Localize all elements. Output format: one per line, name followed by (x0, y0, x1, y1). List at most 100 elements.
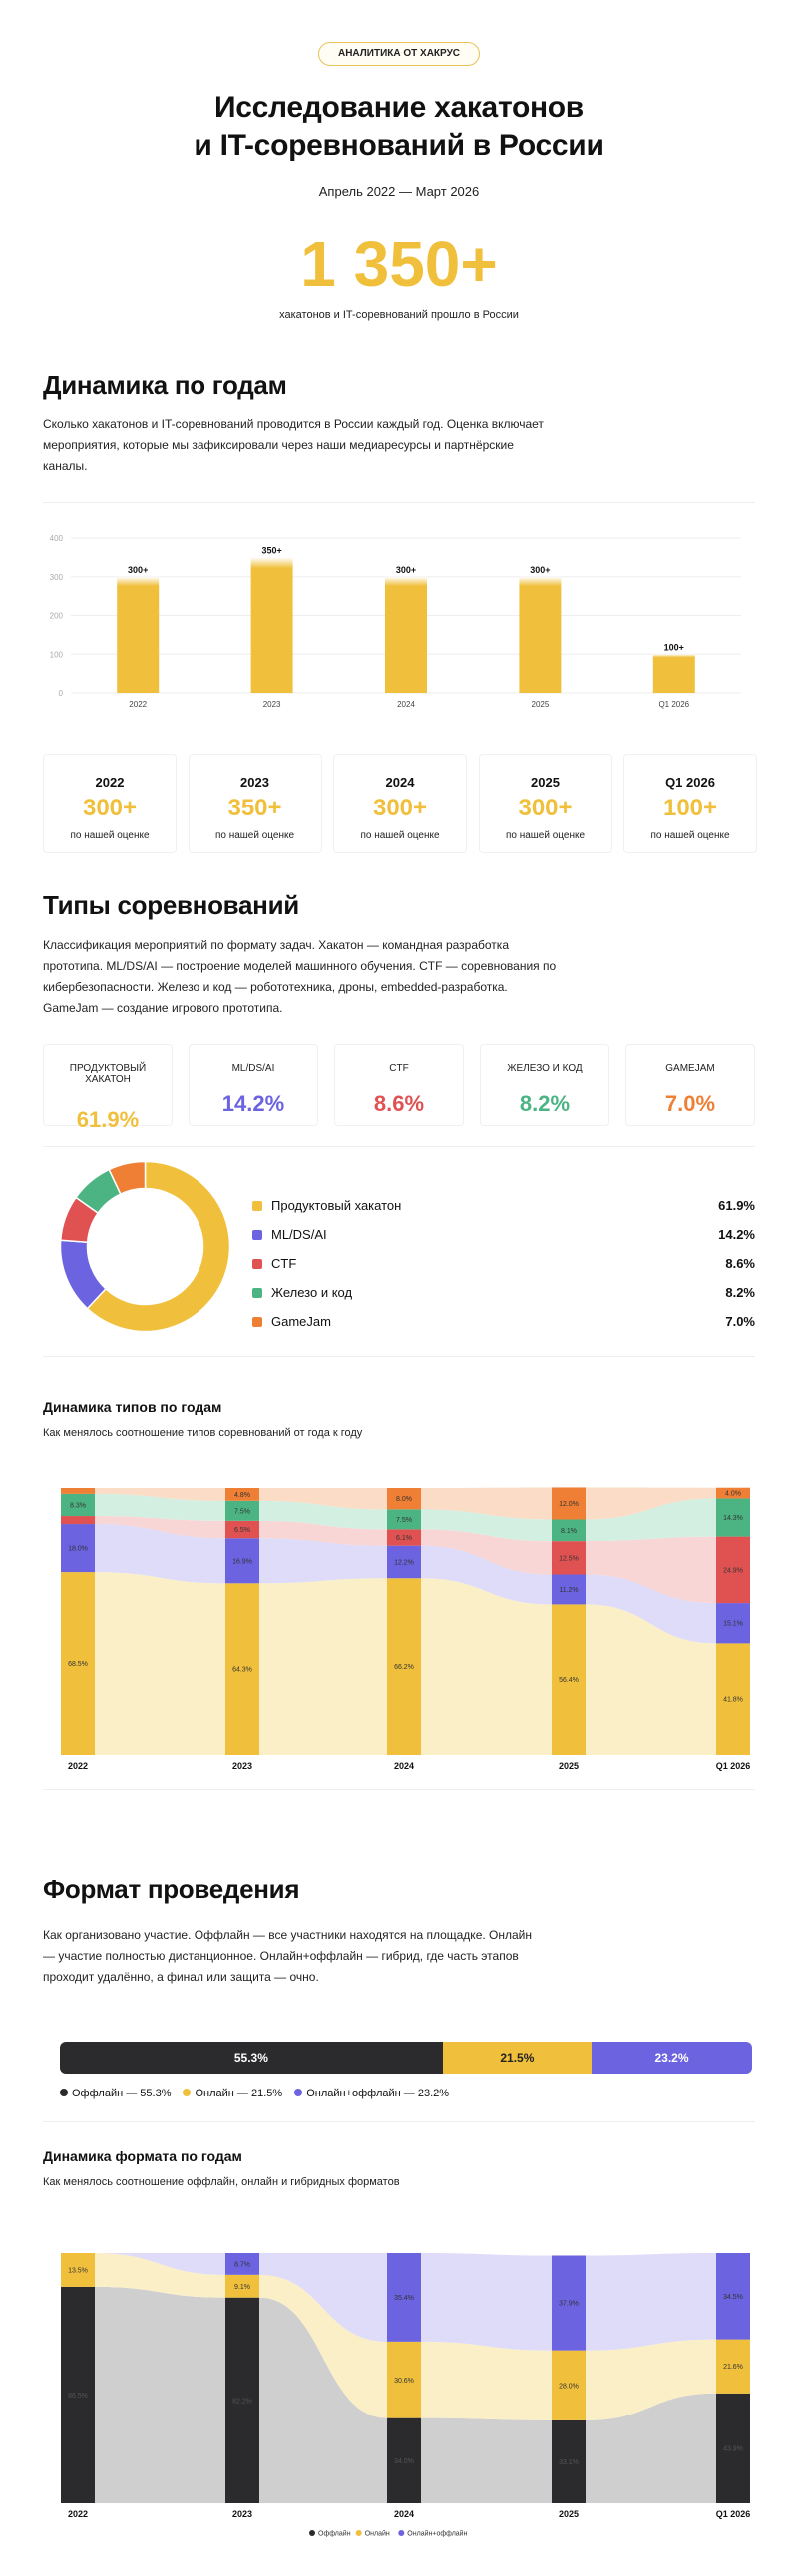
legend-value: 8.2% (725, 1285, 755, 1300)
legend-swatch (252, 1317, 262, 1327)
flow-ribbon (95, 1524, 225, 1584)
period-text: Апрель 2022 — Март 2026 (318, 184, 480, 199)
x-tick-label: 2023 (232, 1761, 252, 1771)
legend-label: Железо и код (271, 1285, 353, 1300)
stacked-bar-segment (716, 1498, 750, 1537)
stacked-bar-segment (552, 2419, 586, 2503)
stacked-bar-segment (225, 1488, 259, 1501)
stacked-bar-segment (387, 1578, 421, 1755)
x-tick-label: 2022 (68, 1761, 88, 1771)
types-donut-chart (59, 1160, 231, 1333)
legend-item: ML/DS/AI 14.2% (252, 1226, 755, 1246)
year-card-note: по нашей оценке (70, 830, 150, 841)
bar-value-label: 300+ (128, 565, 148, 575)
segment-label: 9.1% (234, 2284, 250, 2291)
stacked-bar-segment (225, 2297, 259, 2503)
legend-label: ML/DS/AI (271, 1227, 327, 1242)
type-card: GAMEJAM 7.0% (625, 1044, 755, 1126)
stacked-bar-segment (716, 2393, 750, 2503)
format-dynamics-subtitle: Как менялось соотношение оффлайн, онлайн… (43, 2176, 400, 2188)
format-title: Формат проведения (43, 1874, 300, 1904)
legend-swatch (252, 1259, 262, 1269)
format-share-bar: 55.3% 21.5% 23.2% (60, 2042, 752, 2074)
type-card-name: ML/DS/AI (231, 1063, 275, 1074)
segment-label: 41.8% (723, 1697, 743, 1704)
segment-label: 16.9% (232, 1558, 252, 1565)
format-legend-item: Онлайн — 21.5% (183, 2088, 282, 2099)
segment-label: 8.0% (396, 1496, 412, 1503)
donut-slice (108, 1160, 147, 1196)
x-tick-label: 2025 (559, 2509, 579, 2519)
x-tick-label: 2022 (129, 700, 147, 709)
flow-ribbon (586, 1498, 716, 1542)
type-card: ПРОДУКТОВЫЙ ХАКАТОН 61.9% (43, 1044, 173, 1131)
legend-label: GameJam (271, 1314, 331, 1329)
flow-ribbon (421, 2253, 552, 2351)
bar-value-label: 300+ (396, 565, 416, 575)
segment-label: 34.5% (723, 2294, 743, 2301)
segment-label: 8.3% (70, 1502, 86, 1509)
legend-label: Онлайн+оффлайн (407, 2530, 467, 2538)
year-card-value: 100+ (662, 795, 718, 821)
flow-ribbon (95, 2253, 225, 2298)
stacked-bar-segment (225, 2274, 259, 2298)
segment-label: 28.0% (559, 2383, 579, 2390)
bar-value-label: 300+ (530, 565, 550, 575)
legend-swatch (252, 1288, 262, 1298)
year-card-value: 350+ (227, 795, 282, 821)
format-text: Как организовано участие. Оффлайн — все … (43, 1928, 533, 1984)
y-tick-label: 300 (50, 573, 64, 582)
legend-item: Продуктовый хакатон 61.9% (252, 1197, 755, 1217)
year-card-year: 2024 (385, 775, 415, 790)
stacked-bar-segment (225, 1538, 259, 1584)
year-card: 2022 300+ по нашей оценке (43, 754, 177, 853)
segment-label: 11.2% (559, 1587, 578, 1594)
stacked-bar-segment (716, 1643, 750, 1755)
stacked-bar-segment (61, 2253, 95, 2287)
legend-label: Продуктовый хакатон (271, 1198, 402, 1213)
stacked-bar-segment (552, 1487, 586, 1520)
divider (43, 2121, 755, 2122)
page-title-line1: Исследование хакатонов (214, 91, 584, 124)
type-card: ML/DS/AI 14.2% (189, 1044, 318, 1126)
flow-ribbon (259, 2253, 387, 2342)
stacked-bar-segment (716, 1603, 750, 1644)
flow-ribbon (421, 2417, 552, 2503)
types-title: Типы соревнований (43, 890, 299, 920)
stacked-bar-segment (552, 2255, 586, 2351)
x-tick-label: Q1 2026 (658, 700, 689, 709)
stacked-bar-segment (61, 1516, 95, 1525)
flow-ribbon (95, 2286, 225, 2503)
x-tick-label: 2024 (394, 1761, 414, 1771)
bar-value-label: 100+ (664, 642, 684, 652)
divider (43, 1789, 755, 1790)
stacked-bar-segment (552, 2350, 586, 2420)
stacked-bar-segment (61, 2286, 95, 2503)
format-legend-label: Онлайн — 21.5% (195, 2088, 283, 2099)
type-card-name: ЖЕЛЕЗО И КОД (507, 1063, 583, 1074)
legend-swatch (252, 1230, 262, 1240)
segment-label: 86.5% (68, 2393, 88, 2400)
legend-dot (60, 2089, 68, 2096)
flow-ribbon (259, 1520, 387, 1546)
year-card-value: 300+ (82, 795, 138, 821)
flow-ribbon (259, 2297, 387, 2503)
segment-label: 7.5% (234, 1508, 250, 1515)
segment-label: 37.9% (559, 2301, 579, 2308)
legend-label: CTF (271, 1256, 297, 1271)
stacked-bar-segment (552, 1574, 586, 1605)
year-card-note: по нашей оценке (360, 830, 440, 841)
legend-dot (355, 2530, 362, 2536)
segment-label: 4.0% (725, 1491, 741, 1498)
legend-item: GameJam 7.0% (252, 1313, 755, 1333)
stacked-bar-segment (225, 1583, 259, 1755)
legend-item: CTF 8.6% (252, 1255, 755, 1275)
page-title-line2: и IT-соревнований в России (194, 129, 604, 161)
bar (652, 654, 695, 693)
segment-label: 64.3% (232, 1667, 252, 1674)
flow-ribbon (421, 1578, 552, 1755)
flow-ribbon (421, 1529, 552, 1575)
legend-value: 8.6% (725, 1256, 755, 1271)
segment-label: 21.6% (723, 2364, 743, 2371)
types-dynamics-chart: 68.5% 64.3% 66.2% 56.4% 41.8% 18.0% 16.9% 12.2%… (61, 1487, 750, 1771)
